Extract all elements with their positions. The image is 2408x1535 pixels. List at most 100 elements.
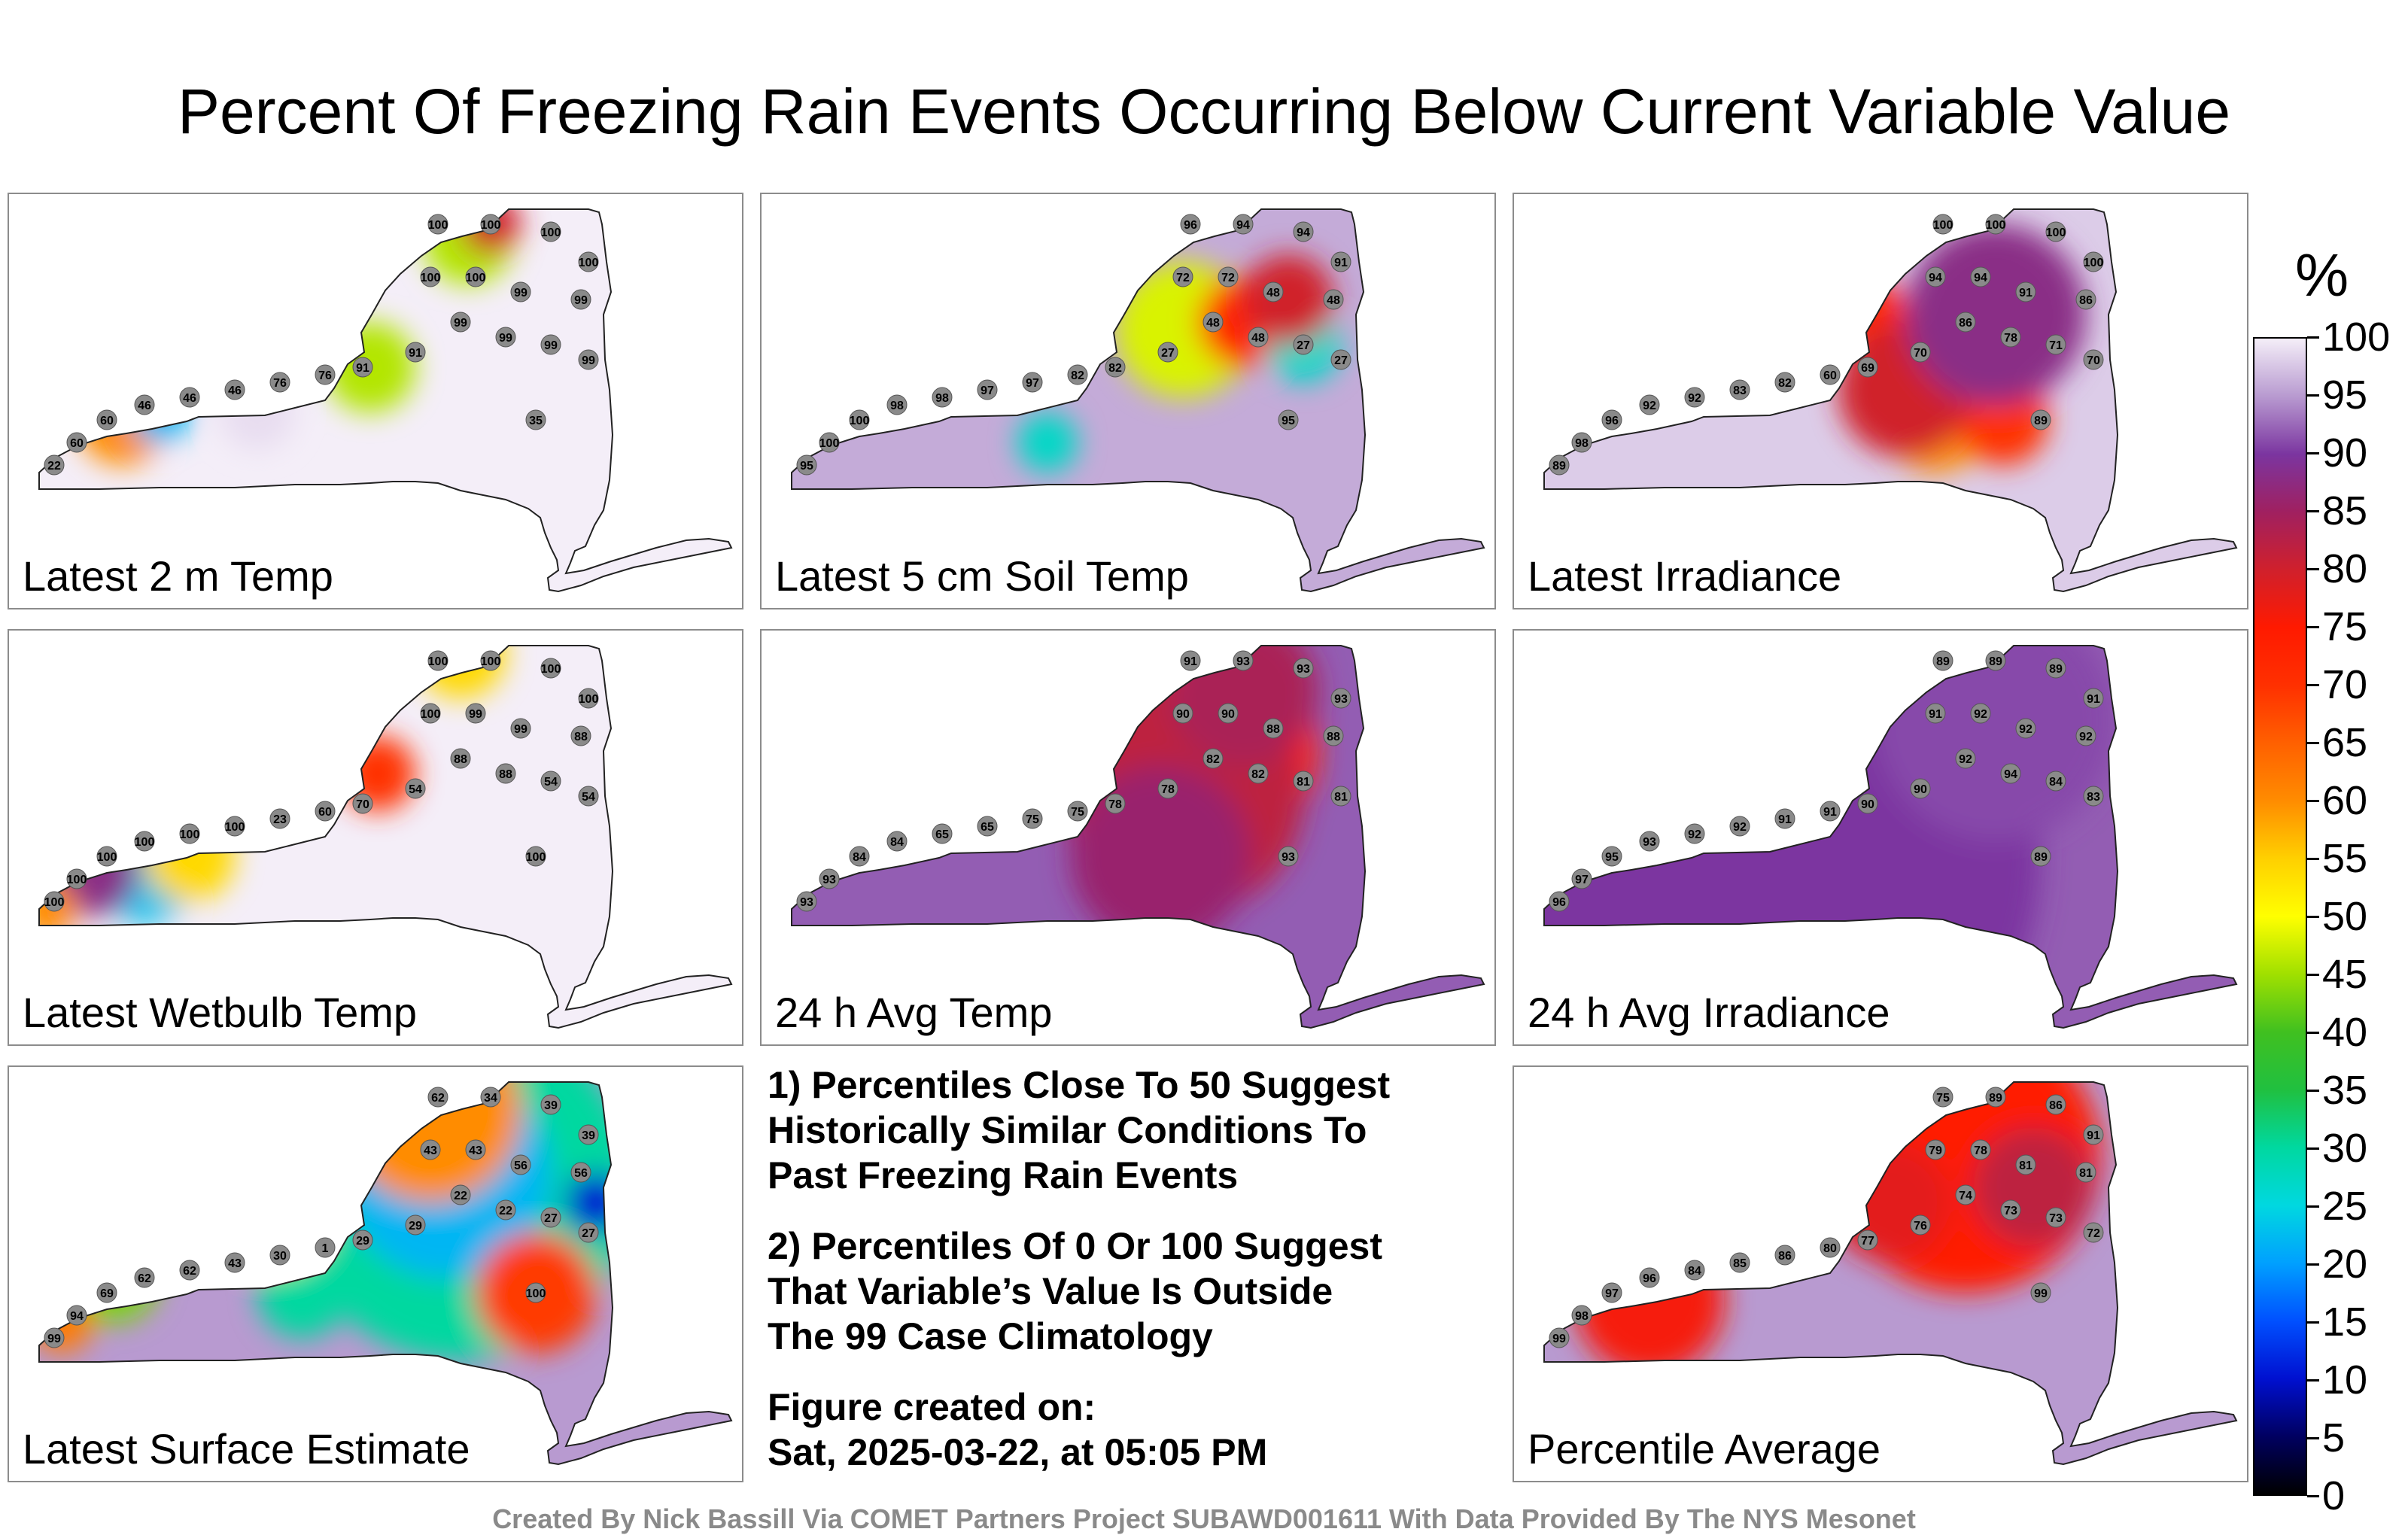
colorbar-tick-label: 30 <box>2322 1126 2368 1171</box>
station-value: 89 <box>1936 655 1950 668</box>
station-dot <box>1985 1087 2006 1108</box>
station-value: 39 <box>544 1099 558 1112</box>
station-marker: 100 <box>66 868 87 889</box>
station-value: 86 <box>2049 1099 2063 1112</box>
station-marker: 89 <box>1549 454 1570 476</box>
station-dot <box>1639 1267 1660 1288</box>
station-marker: 91 <box>2083 688 2104 709</box>
station-marker: 99 <box>540 334 561 355</box>
station-marker: 72 <box>2083 1222 2104 1243</box>
station-value: 29 <box>409 1220 422 1233</box>
station-dot <box>450 312 471 333</box>
colorbar-tick-label: 10 <box>2322 1357 2368 1403</box>
colorbar-tick-label: 90 <box>2322 430 2368 476</box>
colorbar-tick-label: 20 <box>2322 1242 2368 1287</box>
station-marker: 27 <box>1293 334 1314 355</box>
colorbar-tick-mark <box>2307 394 2319 397</box>
station-value: 23 <box>273 813 287 826</box>
station-dot <box>450 1184 471 1205</box>
station-marker: 88 <box>570 725 591 746</box>
station-dot <box>66 868 87 889</box>
station-dot <box>405 342 426 363</box>
station-dot <box>1910 342 1931 363</box>
station-marker: 82 <box>1774 372 1795 393</box>
station-marker: 78 <box>1157 778 1178 799</box>
station-marker: 99 <box>450 312 471 333</box>
station-dot <box>796 454 817 476</box>
colorbar-tick-label: 0 <box>2322 1473 2346 1518</box>
station-marker: 54 <box>405 778 426 799</box>
station-marker: 96 <box>1601 409 1622 430</box>
station-value: 69 <box>1861 362 1874 375</box>
notes-block: 1) Percentiles Close To 50 Suggest Histo… <box>768 1062 1475 1500</box>
station-dot <box>465 266 486 287</box>
colorbar-tick-label: 95 <box>2322 372 2368 418</box>
station-dot <box>1932 1087 1953 1108</box>
station-value: 99 <box>574 294 588 307</box>
station-dot <box>134 831 155 852</box>
station-marker: 88 <box>450 748 471 769</box>
station-marker: 98 <box>886 394 908 415</box>
station-dot <box>1985 214 2006 235</box>
station-dot <box>1278 409 1299 430</box>
station-dot <box>427 214 448 235</box>
station-marker: 35 <box>525 409 546 430</box>
station-value: 100 <box>421 708 441 721</box>
panel-percentile-average: 75 89 86 91 79 78 81 81 74 73 73 72 76 77 80 86 85 84 96 97… <box>1513 1065 2248 1482</box>
station-dot <box>2045 1094 2066 1115</box>
station-dot <box>1248 327 1269 348</box>
station-marker: 92 <box>1729 816 1750 837</box>
colorbar-tick-mark <box>2307 1090 2319 1092</box>
station-marker: 93 <box>1639 831 1660 852</box>
station-value: 89 <box>2034 415 2048 427</box>
station-value: 91 <box>2087 1129 2100 1142</box>
station-dot <box>2015 718 2036 739</box>
station-dot <box>510 281 531 302</box>
station-marker: 79 <box>1925 1139 1946 1160</box>
station-value: 62 <box>183 1265 196 1278</box>
panel-title: Percentile Average <box>1523 1424 1886 1473</box>
station-marker: 92 <box>1955 748 1976 769</box>
station-dot <box>570 289 591 310</box>
station-marker: 91 <box>352 357 373 378</box>
station-value: 90 <box>1914 783 1927 796</box>
panel-latest-wetbulb-temp: 100 100 100 100 100 99 99 88 88 88 54 54 54 70 60 23 100… <box>8 629 743 1046</box>
station-value: 39 <box>582 1129 595 1142</box>
station-value: 100 <box>850 415 870 427</box>
panel-title: Latest Surface Estimate <box>18 1424 475 1473</box>
station-marker: 89 <box>2030 846 2051 867</box>
station-dot <box>96 409 117 430</box>
station-marker: 22 <box>44 454 65 476</box>
state-map: 89 89 89 91 91 92 92 92 92 94 84 83 90 90 91 91 92 92 93 95… <box>1543 645 2238 1029</box>
station-value: 89 <box>1989 1092 2002 1105</box>
field-background <box>1544 1082 2236 1464</box>
colorbar-unit: % <box>2295 242 2349 309</box>
station-value: 78 <box>2004 332 2017 345</box>
station-dot <box>1549 891 1570 912</box>
station-dot <box>1970 1139 1991 1160</box>
station-dot <box>2045 658 2066 679</box>
station-dot <box>1233 214 1254 235</box>
colorbar-tick-mark <box>2307 1147 2319 1150</box>
field-background <box>39 646 731 1028</box>
station-value: 91 <box>1334 257 1348 269</box>
station-dot <box>932 387 953 408</box>
station-marker: 43 <box>465 1139 486 1160</box>
station-marker: 100 <box>2083 251 2104 272</box>
station-value: 76 <box>273 377 287 390</box>
station-dot <box>450 748 471 769</box>
colorbar-tick-mark <box>2307 1437 2319 1439</box>
station-marker: 30 <box>269 1245 290 1266</box>
station-marker: 94 <box>1293 221 1314 242</box>
station-value: 99 <box>47 1333 61 1345</box>
station-dot <box>796 891 817 912</box>
station-marker: 100 <box>427 650 448 671</box>
station-marker: 99 <box>465 703 486 724</box>
station-marker: 100 <box>465 266 486 287</box>
station-dot <box>578 688 599 709</box>
colorbar-tick-label: 45 <box>2322 952 2368 997</box>
station-marker: 48 <box>1248 327 1269 348</box>
station-dot <box>66 432 87 453</box>
station-marker: 94 <box>2000 763 2021 784</box>
station-value: 62 <box>431 1092 445 1105</box>
